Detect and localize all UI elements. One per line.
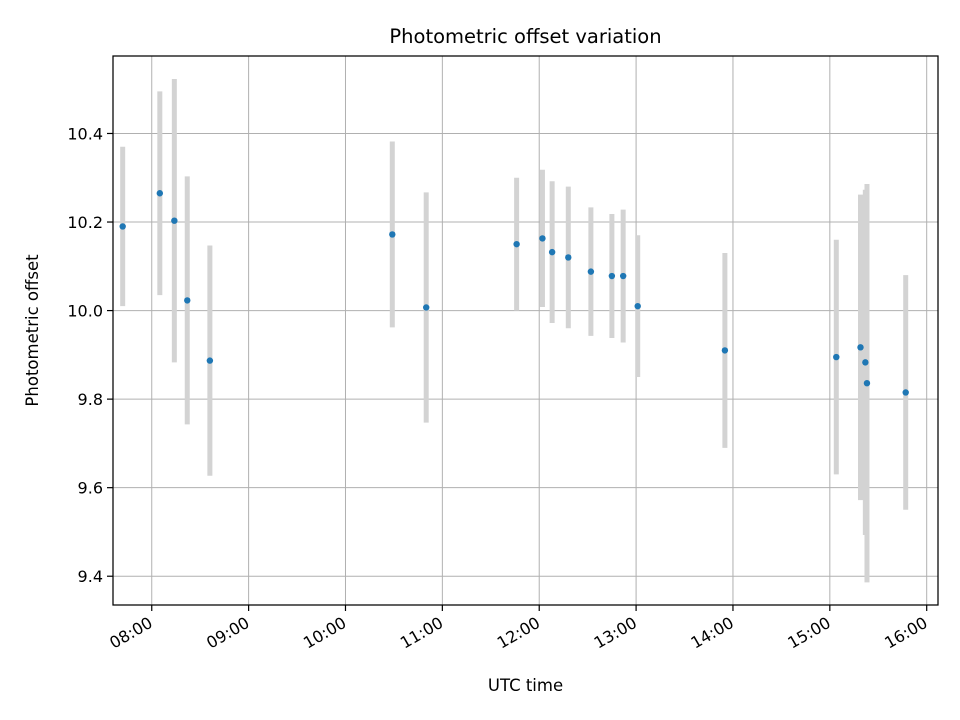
x-tick-label: 15:00 (784, 613, 833, 653)
data-points (119, 190, 909, 396)
data-point (548, 248, 556, 256)
x-tick-label: 13:00 (591, 613, 640, 653)
chart-title: Photometric offset variation (389, 25, 661, 48)
data-point (608, 272, 616, 280)
data-point (634, 302, 641, 310)
data-point (389, 231, 396, 238)
grid (113, 56, 938, 605)
data-point (587, 268, 595, 275)
x-tick-label: 14:00 (688, 613, 737, 653)
data-point (565, 254, 572, 261)
y-tick-label: 10.4 (67, 124, 103, 143)
data-point (119, 223, 126, 230)
data-point (513, 240, 520, 248)
data-point (863, 379, 871, 387)
data-point (902, 389, 909, 396)
ticks: 08:00 09:00 10:00 11:00 12:00 13:00 14:00 15:00… (67, 124, 930, 652)
x-tick-label: 11:00 (397, 613, 446, 653)
data-point (721, 347, 729, 354)
x-tick-label: 09:00 (203, 613, 252, 653)
plot-frame (112, 55, 939, 606)
x-tick-label: 08:00 (106, 613, 155, 653)
data-point (833, 353, 840, 361)
y-axis-label: Photometric offset (23, 254, 42, 407)
y-tick-label: 9.8 (78, 390, 103, 409)
data-point (862, 359, 869, 366)
data-point (206, 357, 214, 364)
y-tick-label: 10.0 (67, 302, 103, 321)
x-tick-label: 12:00 (494, 613, 543, 653)
data-point (184, 297, 191, 304)
y-tick-label: 9.4 (78, 567, 103, 586)
x-tick-label: 16:00 (881, 613, 930, 653)
data-point (619, 272, 627, 280)
data-point (423, 304, 430, 311)
data-point (156, 190, 164, 197)
x-axis-label: UTC time (488, 676, 563, 695)
y-tick-label: 9.6 (78, 479, 103, 498)
data-point (857, 344, 864, 351)
data-point (171, 217, 178, 224)
y-tick-label: 10.2 (67, 213, 103, 232)
data-point (539, 235, 546, 242)
error-bars (120, 79, 909, 583)
x-tick-label: 10:00 (300, 613, 349, 653)
